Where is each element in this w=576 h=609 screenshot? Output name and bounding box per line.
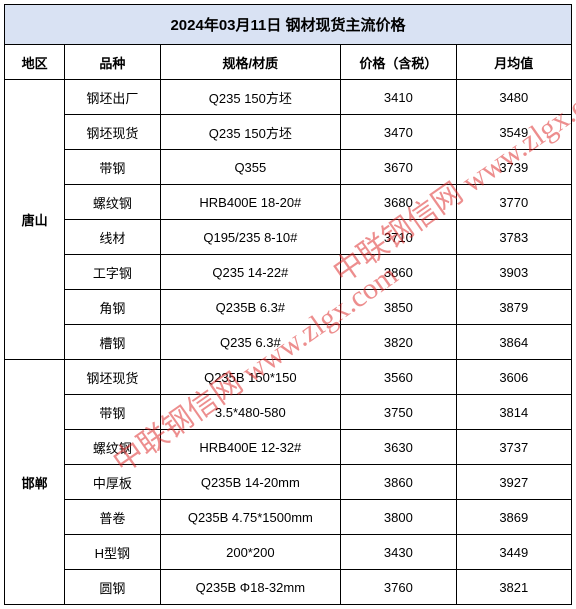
table-header-row: 地区 品种 规格/材质 价格（含税） 月均值: [5, 45, 572, 80]
cell-spec: Q195/235 8-10#: [160, 220, 341, 255]
cell-type: 带钢: [65, 395, 160, 430]
cell-avg: 3879: [456, 290, 571, 325]
header-region: 地区: [5, 45, 65, 80]
table-row: 带钢 Q355 3670 3739: [5, 150, 572, 185]
cell-avg: 3449: [456, 535, 571, 570]
cell-price: 3800: [341, 500, 456, 535]
cell-type: 工字钢: [65, 255, 160, 290]
cell-price: 3680: [341, 185, 456, 220]
cell-price: 3750: [341, 395, 456, 430]
table-row: 圆钢 Q235B Φ18-32mm 3760 3821: [5, 570, 572, 605]
cell-price: 3670: [341, 150, 456, 185]
cell-type: H型钢: [65, 535, 160, 570]
cell-type: 线材: [65, 220, 160, 255]
table-row: 邯郸 钢坯现货 Q235B 150*150 3560 3606: [5, 360, 572, 395]
cell-price: 3850: [341, 290, 456, 325]
cell-spec: Q235B 14-20mm: [160, 465, 341, 500]
cell-spec: Q355: [160, 150, 341, 185]
cell-price: 3560: [341, 360, 456, 395]
cell-type: 中厚板: [65, 465, 160, 500]
cell-type: 圆钢: [65, 570, 160, 605]
cell-type: 螺纹钢: [65, 185, 160, 220]
cell-avg: 3480: [456, 80, 571, 115]
cell-spec: 3.5*480-580: [160, 395, 341, 430]
cell-spec: HRB400E 18-20#: [160, 185, 341, 220]
cell-type: 带钢: [65, 150, 160, 185]
cell-type: 钢坯出厂: [65, 80, 160, 115]
cell-avg: 3783: [456, 220, 571, 255]
cell-spec: Q235 6.3#: [160, 325, 341, 360]
cell-spec: Q235B 4.75*1500mm: [160, 500, 341, 535]
cell-type: 钢坯现货: [65, 360, 160, 395]
cell-price: 3710: [341, 220, 456, 255]
table-row: 螺纹钢 HRB400E 12-32# 3630 3737: [5, 430, 572, 465]
steel-price-table: 2024年03月11日 钢材现货主流价格 地区 品种 规格/材质 价格（含税） …: [4, 4, 572, 605]
price-table-container: 2024年03月11日 钢材现货主流价格 地区 品种 规格/材质 价格（含税） …: [4, 4, 572, 605]
cell-price: 3410: [341, 80, 456, 115]
cell-avg: 3606: [456, 360, 571, 395]
table-row: 唐山 钢坯出厂 Q235 150方坯 3410 3480: [5, 80, 572, 115]
table-row: 槽钢 Q235 6.3# 3820 3864: [5, 325, 572, 360]
table-row: 角钢 Q235B 6.3# 3850 3879: [5, 290, 572, 325]
region-cell: 唐山: [5, 80, 65, 360]
table-title: 2024年03月11日 钢材现货主流价格: [5, 5, 572, 45]
cell-price: 3470: [341, 115, 456, 150]
cell-avg: 3770: [456, 185, 571, 220]
cell-type: 螺纹钢: [65, 430, 160, 465]
cell-spec: Q235 14-22#: [160, 255, 341, 290]
cell-price: 3860: [341, 465, 456, 500]
cell-type: 槽钢: [65, 325, 160, 360]
table-row: 带钢 3.5*480-580 3750 3814: [5, 395, 572, 430]
header-avg: 月均值: [456, 45, 571, 80]
cell-price: 3760: [341, 570, 456, 605]
table-row: 工字钢 Q235 14-22# 3860 3903: [5, 255, 572, 290]
cell-avg: 3814: [456, 395, 571, 430]
table-row: 钢坯现货 Q235 150方坯 3470 3549: [5, 115, 572, 150]
cell-avg: 3903: [456, 255, 571, 290]
header-spec: 规格/材质: [160, 45, 341, 80]
cell-avg: 3549: [456, 115, 571, 150]
cell-avg: 3737: [456, 430, 571, 465]
cell-spec: 200*200: [160, 535, 341, 570]
cell-avg: 3821: [456, 570, 571, 605]
cell-spec: Q235 150方坯: [160, 80, 341, 115]
cell-avg: 3864: [456, 325, 571, 360]
cell-avg: 3739: [456, 150, 571, 185]
cell-price: 3430: [341, 535, 456, 570]
table-row: 中厚板 Q235B 14-20mm 3860 3927: [5, 465, 572, 500]
header-price: 价格（含税）: [341, 45, 456, 80]
table-title-row: 2024年03月11日 钢材现货主流价格: [5, 5, 572, 45]
header-type: 品种: [65, 45, 160, 80]
cell-price: 3860: [341, 255, 456, 290]
cell-type: 角钢: [65, 290, 160, 325]
cell-type: 钢坯现货: [65, 115, 160, 150]
table-row: 普卷 Q235B 4.75*1500mm 3800 3869: [5, 500, 572, 535]
cell-type: 普卷: [65, 500, 160, 535]
cell-avg: 3869: [456, 500, 571, 535]
cell-spec: HRB400E 12-32#: [160, 430, 341, 465]
cell-spec: Q235B 6.3#: [160, 290, 341, 325]
cell-spec: Q235B 150*150: [160, 360, 341, 395]
table-row: 螺纹钢 HRB400E 18-20# 3680 3770: [5, 185, 572, 220]
cell-price: 3820: [341, 325, 456, 360]
cell-spec: Q235B Φ18-32mm: [160, 570, 341, 605]
cell-spec: Q235 150方坯: [160, 115, 341, 150]
cell-price: 3630: [341, 430, 456, 465]
table-row: 线材 Q195/235 8-10# 3710 3783: [5, 220, 572, 255]
cell-avg: 3927: [456, 465, 571, 500]
table-row: H型钢 200*200 3430 3449: [5, 535, 572, 570]
table-body: 唐山 钢坯出厂 Q235 150方坯 3410 3480 钢坯现货 Q235 1…: [5, 80, 572, 605]
